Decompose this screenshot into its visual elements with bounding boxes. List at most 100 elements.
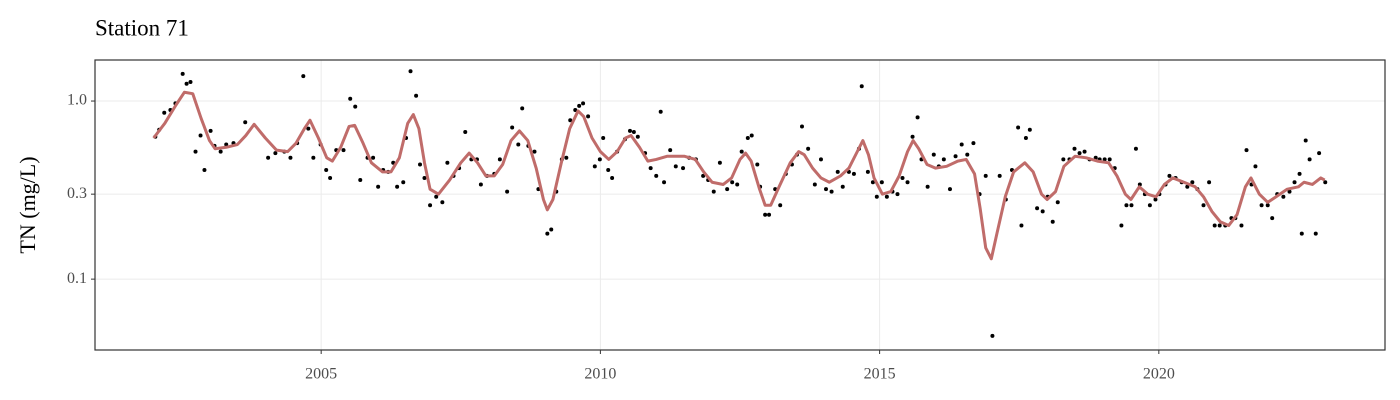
data-point	[997, 173, 1002, 178]
data-point	[188, 79, 193, 84]
data-point	[1201, 203, 1206, 208]
data-point	[311, 155, 316, 160]
data-point	[763, 212, 768, 217]
data-point	[581, 101, 586, 106]
data-point	[668, 148, 673, 153]
data-point	[162, 110, 167, 115]
data-point	[510, 125, 515, 130]
data-point	[905, 180, 910, 185]
data-point	[725, 187, 730, 192]
data-point	[597, 157, 602, 162]
data-point	[851, 171, 856, 176]
data-point	[586, 114, 591, 119]
data-point	[648, 166, 653, 171]
data-point	[631, 130, 636, 135]
data-point	[824, 187, 828, 192]
data-point	[879, 180, 884, 185]
data-point	[749, 133, 754, 138]
data-point	[654, 173, 659, 178]
data-point	[1050, 219, 1055, 224]
panel-border	[94, 59, 1386, 351]
data-point	[755, 162, 760, 167]
data-point	[1061, 157, 1066, 162]
data-point	[1040, 209, 1045, 214]
data-point	[915, 115, 920, 120]
data-point	[1270, 216, 1275, 221]
data-point	[414, 93, 419, 98]
data-point	[711, 189, 716, 194]
data-point	[198, 133, 203, 138]
data-point	[1217, 223, 1222, 228]
data-point	[218, 149, 223, 154]
data-point	[1124, 203, 1129, 208]
x-tick-label: 2010	[584, 366, 616, 383]
data-point	[910, 134, 915, 139]
data-point	[1313, 231, 1318, 236]
chart-title: Station 71	[95, 15, 189, 40]
data-point	[306, 126, 311, 131]
data-point	[1027, 127, 1032, 132]
data-point	[1035, 206, 1040, 211]
data-point	[610, 175, 615, 180]
data-point	[478, 182, 483, 187]
data-point	[658, 109, 663, 114]
data-point	[545, 231, 550, 236]
data-point	[681, 166, 686, 171]
data-point	[440, 200, 445, 205]
data-point	[730, 180, 735, 185]
data-point	[348, 96, 353, 101]
data-point	[812, 182, 817, 187]
data-point	[1244, 148, 1249, 153]
data-point	[180, 71, 185, 76]
data-point	[806, 146, 811, 151]
data-point	[859, 84, 864, 89]
data-point	[266, 155, 271, 160]
data-point	[627, 128, 632, 133]
data-point	[925, 184, 930, 189]
data-point	[520, 106, 525, 111]
data-point	[418, 162, 423, 167]
data-point	[900, 175, 905, 180]
data-point	[401, 180, 406, 185]
data-point	[941, 157, 946, 162]
data-point	[829, 189, 834, 194]
data-point	[835, 169, 840, 174]
data-point	[745, 136, 750, 141]
data-point	[243, 120, 248, 125]
data-point	[422, 175, 427, 180]
data-point	[1323, 180, 1328, 185]
data-point	[1281, 194, 1286, 199]
data-point	[428, 203, 433, 208]
data-point	[1147, 203, 1152, 208]
data-point	[1259, 203, 1264, 208]
data-point	[1190, 180, 1195, 185]
data-point	[1107, 157, 1112, 162]
x-tick-label: 2005	[305, 366, 337, 383]
data-point	[635, 134, 640, 139]
data-point	[376, 184, 381, 189]
data-point	[1239, 223, 1244, 228]
x-tick-label: 2015	[864, 366, 896, 383]
data-point	[1167, 173, 1172, 178]
data-point	[395, 184, 400, 189]
data-point	[870, 180, 875, 185]
data-point	[1299, 231, 1304, 236]
y-tick-label: 0.3	[67, 185, 87, 202]
data-point	[1292, 180, 1297, 185]
data-point	[1185, 184, 1190, 189]
data-point	[701, 173, 706, 178]
data-point	[1153, 197, 1158, 202]
data-point	[301, 74, 306, 79]
data-point	[208, 128, 213, 133]
data-point	[505, 189, 510, 194]
data-point	[884, 194, 889, 199]
panel-background	[95, 60, 1385, 350]
data-point	[445, 160, 450, 165]
data-point	[931, 152, 936, 157]
data-point	[273, 151, 278, 156]
data-point	[947, 187, 952, 192]
data-point	[1019, 223, 1024, 228]
data-point	[358, 178, 363, 183]
data-point	[1023, 136, 1028, 141]
